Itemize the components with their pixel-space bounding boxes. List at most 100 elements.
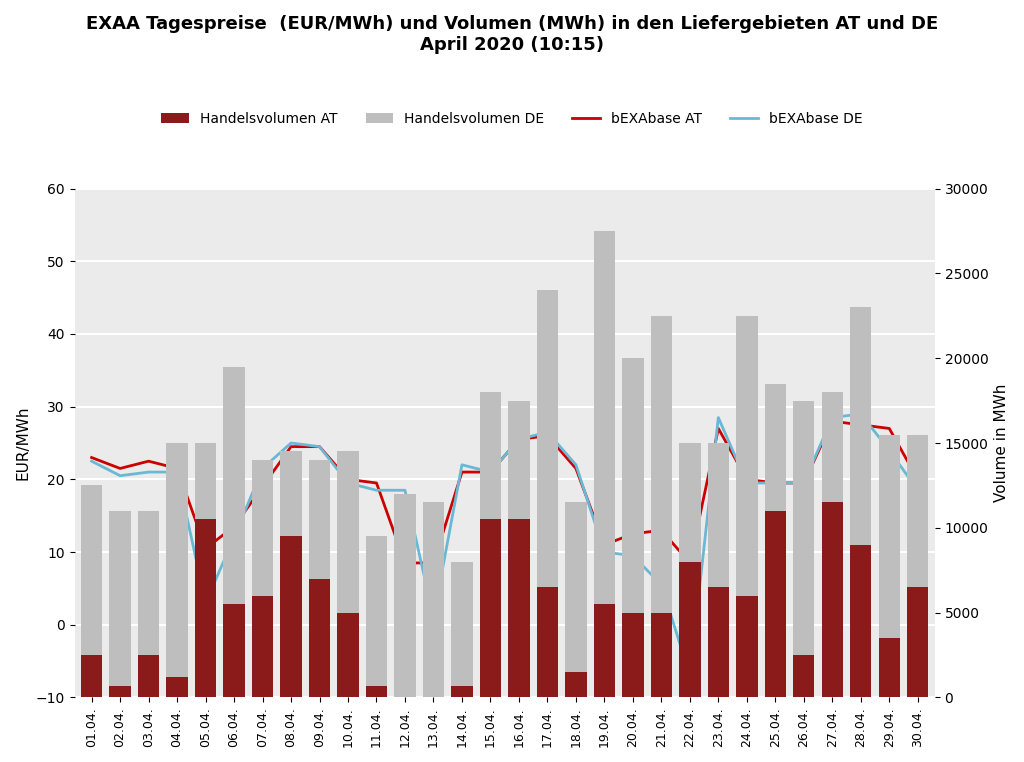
bEXAbase DE: [228, 533, 241, 542]
bEXAbase AT: [740, 475, 753, 484]
Bar: [594, 231, 615, 697]
Bar: [907, 588, 929, 697]
Bar: [394, 494, 416, 697]
bEXAbase AT: [598, 540, 610, 549]
Bar: [565, 502, 587, 697]
Bar: [650, 315, 672, 697]
bEXAbase DE: [256, 464, 268, 473]
Bar: [166, 443, 187, 697]
bEXAbase DE: [627, 551, 639, 560]
Bar: [366, 536, 387, 697]
bEXAbase AT: [826, 417, 839, 426]
bEXAbase AT: [484, 468, 497, 477]
Bar: [708, 443, 729, 697]
bEXAbase AT: [371, 479, 383, 488]
bEXAbase DE: [427, 613, 439, 622]
bEXAbase DE: [85, 456, 97, 466]
Bar: [423, 697, 444, 714]
Bar: [594, 604, 615, 697]
bEXAbase DE: [285, 438, 297, 447]
bEXAbase AT: [142, 456, 155, 466]
bEXAbase DE: [713, 413, 725, 422]
bEXAbase DE: [142, 468, 155, 477]
Bar: [821, 392, 843, 697]
Bar: [195, 520, 216, 697]
bEXAbase AT: [114, 464, 126, 473]
Bar: [736, 596, 758, 697]
bEXAbase DE: [200, 598, 212, 607]
Bar: [765, 383, 786, 697]
bEXAbase DE: [342, 479, 354, 488]
bEXAbase DE: [171, 468, 183, 477]
Legend: Handelsvolumen AT, Handelsvolumen DE, bEXAbase AT, bEXAbase DE: Handelsvolumen AT, Handelsvolumen DE, bE…: [156, 106, 868, 131]
Bar: [423, 502, 444, 697]
bEXAbase AT: [627, 530, 639, 539]
bEXAbase AT: [313, 442, 326, 451]
Bar: [394, 697, 416, 723]
bEXAbase AT: [228, 522, 241, 531]
Bar: [166, 677, 187, 697]
bEXAbase AT: [342, 475, 354, 484]
bEXAbase DE: [655, 580, 668, 589]
bEXAbase DE: [456, 460, 468, 469]
Bar: [281, 536, 302, 697]
Y-axis label: Volume in MWh: Volume in MWh: [994, 384, 1009, 502]
Bar: [537, 290, 558, 697]
Bar: [110, 511, 131, 697]
bEXAbase AT: [655, 526, 668, 535]
Bar: [821, 502, 843, 697]
Bar: [623, 358, 643, 697]
Bar: [794, 401, 814, 697]
bEXAbase DE: [569, 460, 582, 469]
Bar: [508, 520, 529, 697]
bEXAbase DE: [484, 468, 497, 477]
Bar: [309, 460, 330, 697]
Bar: [480, 392, 501, 697]
bEXAbase AT: [542, 431, 554, 440]
Bar: [81, 485, 102, 697]
Bar: [452, 562, 473, 697]
Bar: [138, 655, 160, 697]
bEXAbase DE: [855, 409, 867, 418]
bEXAbase AT: [513, 435, 525, 444]
bEXAbase DE: [371, 485, 383, 495]
Bar: [508, 401, 529, 697]
Bar: [850, 545, 871, 697]
Bar: [366, 686, 387, 697]
Bar: [252, 460, 273, 697]
bEXAbase DE: [826, 413, 839, 422]
bEXAbase AT: [85, 453, 97, 462]
Line: bEXAbase DE: bEXAbase DE: [91, 414, 918, 676]
Bar: [794, 655, 814, 697]
bEXAbase DE: [513, 435, 525, 444]
bEXAbase AT: [684, 559, 696, 568]
bEXAbase AT: [285, 442, 297, 451]
Bar: [623, 613, 643, 697]
bEXAbase AT: [398, 559, 411, 568]
Bar: [480, 520, 501, 697]
Bar: [223, 367, 245, 697]
Bar: [337, 451, 358, 697]
bEXAbase AT: [569, 464, 582, 473]
Bar: [452, 686, 473, 697]
Bar: [736, 315, 758, 697]
bEXAbase AT: [713, 424, 725, 433]
Bar: [337, 613, 358, 697]
Bar: [195, 443, 216, 697]
bEXAbase DE: [398, 485, 411, 495]
Bar: [537, 588, 558, 697]
bEXAbase AT: [855, 421, 867, 430]
bEXAbase AT: [883, 424, 895, 433]
Bar: [765, 511, 786, 697]
bEXAbase DE: [598, 547, 610, 556]
Text: EXAA Tagespreise  (EUR/MWh) und Volumen (MWh) in den Liefergebieten AT und DE
Ap: EXAA Tagespreise (EUR/MWh) und Volumen (…: [86, 15, 938, 54]
bEXAbase DE: [883, 446, 895, 455]
Bar: [679, 562, 700, 697]
bEXAbase DE: [114, 471, 126, 480]
Bar: [650, 613, 672, 697]
bEXAbase DE: [542, 427, 554, 437]
Bar: [850, 307, 871, 697]
Bar: [223, 604, 245, 697]
bEXAbase AT: [456, 468, 468, 477]
bEXAbase AT: [911, 475, 924, 484]
